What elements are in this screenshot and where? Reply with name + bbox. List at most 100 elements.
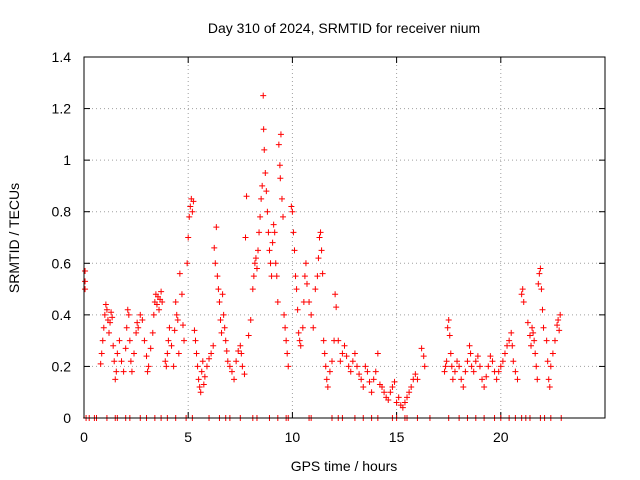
data-point [446, 332, 453, 339]
data-point [556, 327, 563, 334]
data-point [213, 224, 220, 231]
data-point [449, 376, 456, 383]
data-point [481, 384, 488, 391]
data-point [137, 311, 144, 318]
data-point [195, 376, 202, 383]
data-point [237, 342, 244, 349]
data-point [198, 368, 205, 375]
data-point [399, 404, 406, 411]
data-point [82, 268, 89, 275]
data-point [537, 265, 544, 272]
data-point [149, 329, 156, 336]
data-point [285, 363, 292, 370]
data-point [216, 298, 223, 305]
data-point [251, 260, 258, 267]
data-point [549, 350, 556, 357]
data-point [337, 358, 344, 365]
data-point [391, 378, 398, 385]
x-tick-label: 10 [285, 429, 301, 445]
data-point [335, 337, 342, 344]
data-point [283, 337, 290, 344]
data-point [554, 322, 561, 329]
data-point [258, 195, 265, 202]
data-point [122, 345, 129, 352]
data-point [551, 337, 558, 344]
data-point [274, 298, 281, 305]
data-point [211, 244, 218, 251]
data-point [445, 317, 452, 324]
data-point [259, 182, 266, 189]
data-point [273, 273, 280, 280]
data-point [312, 286, 319, 293]
data-point [239, 363, 246, 370]
data-point [159, 298, 166, 305]
x-tick-label: 15 [389, 429, 405, 445]
data-point [372, 368, 379, 375]
data-point [124, 306, 131, 313]
data-point [171, 327, 178, 334]
x-tick-label: 0 [80, 429, 88, 445]
data-point [250, 273, 257, 280]
data-point [462, 368, 469, 375]
data-point [316, 234, 323, 241]
data-point [364, 368, 371, 375]
data-point [544, 358, 551, 365]
data-point [260, 126, 267, 133]
data-point [451, 368, 458, 375]
data-point [547, 363, 554, 370]
data-point [170, 363, 177, 370]
data-point [249, 286, 256, 293]
data-point [284, 350, 291, 357]
data-point [472, 358, 479, 365]
data-point [418, 345, 425, 352]
plot-frame [83, 56, 606, 419]
data-point [196, 384, 203, 391]
data-point [374, 350, 381, 357]
data-point [506, 337, 513, 344]
data-point [345, 363, 352, 370]
data-point [210, 342, 217, 349]
data-point [483, 373, 490, 380]
data-point [110, 342, 117, 349]
data-point [166, 324, 173, 331]
data-point [243, 193, 250, 200]
data-point [414, 376, 421, 383]
data-point [235, 347, 242, 354]
data-point [468, 363, 475, 370]
data-point [208, 350, 215, 357]
data-point [476, 363, 483, 370]
grid [84, 57, 605, 418]
data-point [493, 376, 500, 383]
data-point [448, 363, 455, 370]
data-point [147, 345, 154, 352]
data-point [467, 350, 474, 357]
y-tick-label: 0.6 [52, 255, 72, 271]
data-point [141, 337, 148, 344]
data-point [479, 376, 486, 383]
data-point [135, 324, 142, 331]
data-point [150, 311, 157, 318]
data-point [252, 255, 259, 262]
data-point [278, 195, 285, 202]
data-point [317, 229, 324, 236]
data-point [189, 208, 196, 215]
data-point [179, 322, 186, 329]
data-point [288, 203, 295, 210]
data-point [540, 324, 547, 331]
data-point [139, 317, 146, 324]
data-point [192, 337, 199, 344]
data-point [408, 384, 415, 391]
data-point [201, 373, 208, 380]
data-point [103, 306, 110, 313]
data-point [112, 376, 119, 383]
data-point [401, 399, 408, 406]
data-point [261, 146, 268, 153]
data-point [420, 353, 427, 360]
data-point [176, 270, 183, 277]
data-point [406, 389, 413, 396]
data-point [460, 384, 467, 391]
y-tick-label: 0.4 [52, 307, 72, 323]
data-point [301, 273, 308, 280]
data-point [120, 368, 127, 375]
data-point [106, 329, 113, 336]
